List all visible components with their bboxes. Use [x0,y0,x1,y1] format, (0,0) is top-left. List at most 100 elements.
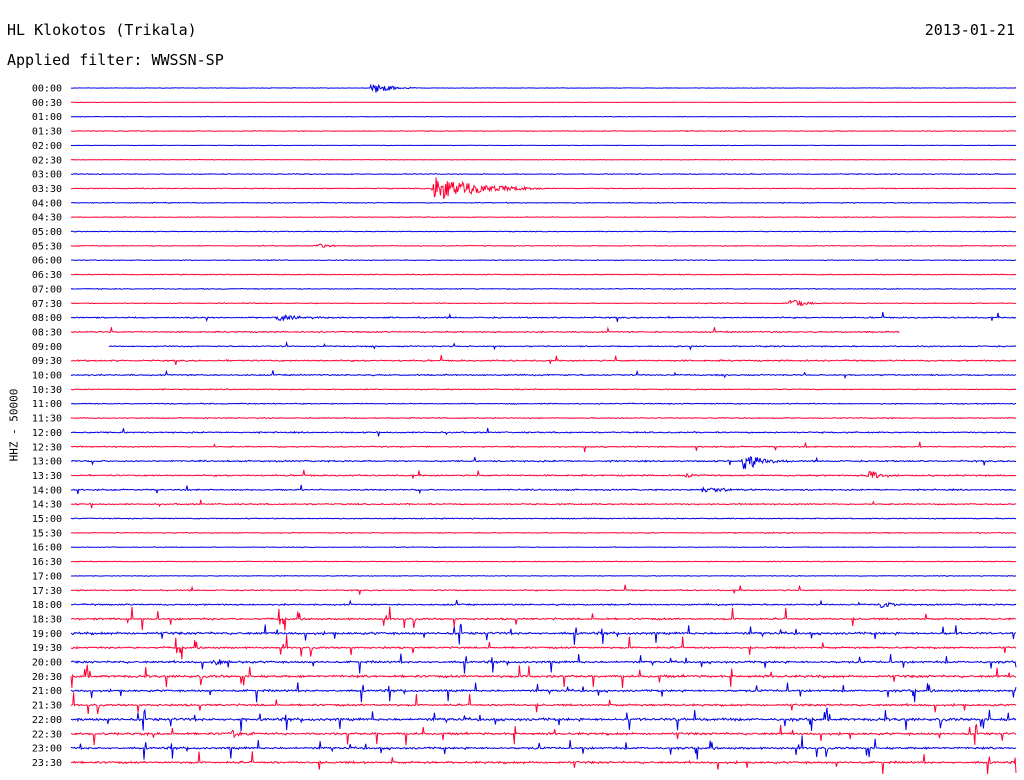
trace-row [70,216,1017,219]
trace-row [70,484,1017,495]
trace-row [70,606,1017,631]
trace-row [70,546,1017,549]
time-label: 05:30 [32,241,62,252]
trace-row [70,574,1017,577]
time-label: 13:00 [32,457,62,468]
time-label: 04:30 [32,213,62,224]
time-label: 18:30 [32,614,62,625]
time-label: 17:30 [32,586,62,597]
trace-row [70,517,1017,520]
time-label: 01:00 [32,112,62,123]
traces [70,83,1017,775]
time-label: 15:30 [32,528,62,539]
time-label: 12:30 [32,442,62,453]
trace-row [70,369,1017,380]
trace-row [70,584,1017,595]
trace-row [70,724,1017,746]
trace-row [71,201,1016,204]
trace-row [70,623,1017,645]
time-label: 19:00 [32,629,62,640]
trace-row [70,230,1017,233]
trace-row [70,172,1017,176]
time-label: 10:00 [32,371,62,382]
station-title: HL Klokotos (Trikala) [7,21,197,39]
trace-row [70,469,1017,479]
time-label: 22:30 [32,729,62,740]
time-label: 16:00 [32,543,62,554]
trace-row [70,130,1017,133]
time-label: 02:00 [32,141,62,152]
time-label: 08:30 [32,327,62,338]
time-label: 14:30 [32,500,62,511]
trace-row [70,751,1017,775]
time-label: 23:30 [32,758,62,769]
trace-row [70,177,1017,199]
time-label: 09:30 [32,356,62,367]
time-label: 21:30 [32,701,62,712]
time-label: 08:00 [32,313,62,324]
trace-row [70,388,1017,391]
time-label: 17:00 [32,571,62,582]
trace-row [70,707,1017,732]
trace-row [70,499,1017,509]
trace-row [70,101,1017,104]
trace-row [70,735,1017,760]
time-label: 01:30 [32,127,62,138]
trace-row [70,144,1017,147]
time-label: 11:30 [32,414,62,425]
time-label: 06:00 [32,256,62,267]
trace-row [70,243,1017,248]
trace-row [70,531,1017,535]
trace-row [70,427,1017,437]
time-label: 11:00 [32,399,62,410]
trace-row [70,560,1017,563]
trace-row [70,158,1017,161]
trace-row [70,599,1017,608]
trace-row [70,635,1017,660]
trace-row [70,441,1017,453]
trace-row [71,259,1017,262]
time-label: 02:30 [32,155,62,166]
trace-row [70,456,1017,470]
trace-row [71,327,1016,333]
time-label: 07:30 [32,299,62,310]
trace-row [70,664,1016,688]
time-label: 05:00 [32,227,62,238]
time-label: 18:00 [32,600,62,611]
time-label: 10:30 [32,385,62,396]
time-label: 20:30 [32,672,62,683]
time-label: 15:00 [32,514,62,525]
time-label: 21:00 [32,686,62,697]
trace-row [70,692,1017,715]
trace-row [70,287,1017,291]
time-label: 14:00 [32,485,62,496]
time-label: 09:00 [32,342,62,353]
trace-row [70,682,1017,703]
filter-label: Applied filter: WWSSN-SP [7,51,224,69]
trace-row [70,416,1017,420]
time-label: 22:00 [32,715,62,726]
date-label: 2013-01-21 [924,21,1015,39]
time-label: 06:30 [32,270,62,281]
trace-row [70,115,1016,118]
trace-row [70,273,1017,276]
time-label: 00:30 [32,98,62,109]
time-label: 04:00 [32,198,62,209]
time-label: 12:00 [32,428,62,439]
time-label: 03:00 [32,170,62,181]
time-label: 03:30 [32,184,62,195]
trace-row [70,402,1017,406]
time-label: 19:30 [32,643,62,654]
trace-row [70,653,1017,674]
time-label: 07:00 [32,284,62,295]
trace-row [71,299,1017,307]
time-label: 23:00 [32,744,62,755]
trace-row [108,340,1017,351]
time-label: 00:00 [32,84,62,95]
time-label: 20:00 [32,658,62,669]
time-label: 16:30 [32,557,62,568]
time-labels: 00:00 00:30 01:00 01:30 02:00 02:30 03:00 03:30… [32,84,62,769]
trace-row [70,355,1017,366]
trace-row [70,312,1017,323]
